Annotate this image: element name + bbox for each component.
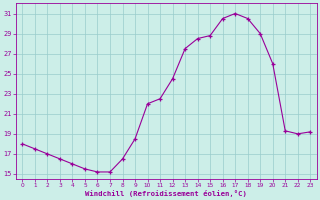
X-axis label: Windchill (Refroidissement éolien,°C): Windchill (Refroidissement éolien,°C): [85, 190, 247, 197]
